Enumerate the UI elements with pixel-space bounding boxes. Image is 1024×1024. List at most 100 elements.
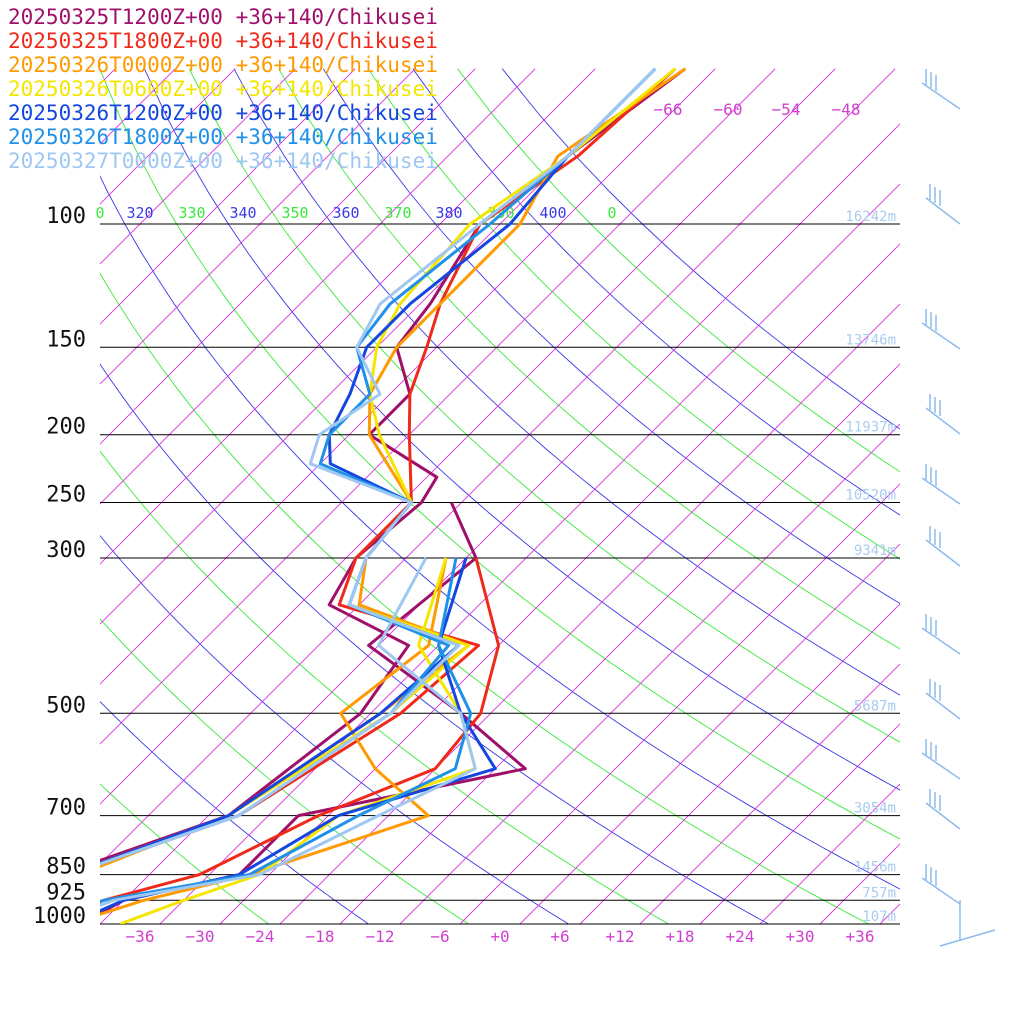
dry-adiabat (457, 68, 900, 473)
pressure-label: 500 (46, 693, 86, 718)
upper-tick-label: −66 (654, 100, 683, 119)
theta-label: 350 (281, 204, 308, 222)
legend-entry: 20250326T1800Z+00 +36+140/Chikusei (8, 125, 438, 149)
dry-adiabat (100, 534, 569, 924)
isotherm-line (519, 543, 900, 924)
wind-barb (925, 789, 961, 830)
theta-label: 0 (607, 204, 616, 222)
pressure-label: 1000 (33, 904, 86, 929)
temperature-line (100, 67, 687, 869)
height-label: 13746m (845, 332, 896, 348)
upper-tick-label: −60 (714, 100, 743, 119)
x-tick-label: +6 (550, 927, 569, 946)
barb-staff (925, 197, 961, 225)
pressure-label: 150 (46, 327, 86, 352)
sounding-traces (100, 67, 687, 924)
isotherm-line (639, 663, 900, 924)
barb-staff (921, 322, 961, 350)
isobar-lines (100, 223, 900, 925)
dry-adiabat (367, 68, 900, 560)
wind-barb (921, 614, 961, 655)
series-1 (100, 67, 677, 904)
isotherm-line (100, 68, 896, 865)
isotherm-line (399, 423, 900, 924)
isotherm-line (339, 363, 900, 924)
pressure-label: 850 (46, 855, 86, 880)
theta-label: 330 (178, 204, 205, 222)
x-tick-label: +12 (606, 927, 635, 946)
barb-staff (925, 407, 961, 435)
isotherm-line (100, 68, 716, 685)
height-label: 1456m (854, 860, 896, 876)
height-label: 11937m (845, 420, 896, 436)
pressure-label: 100 (46, 204, 86, 229)
isotherm-line (879, 903, 900, 924)
isotherm-line (579, 603, 900, 924)
grid-lines (100, 68, 900, 924)
pressure-label: 925 (46, 880, 86, 905)
dry-adiabat (100, 363, 769, 924)
height-label: 107m (862, 909, 896, 925)
barb-staff (921, 82, 961, 110)
temperature-line (100, 67, 657, 865)
isotherm-line (100, 68, 776, 745)
isotherm-line (459, 483, 900, 924)
pressure-label: 200 (46, 415, 86, 440)
x-tick-label: +24 (726, 927, 755, 946)
theta-label: 320 (126, 204, 153, 222)
temperature-line (100, 67, 677, 866)
x-tick-label: +0 (490, 927, 509, 946)
temperature-line (100, 67, 657, 866)
theta-label: 360 (332, 204, 359, 222)
barb-staff (925, 539, 961, 567)
wind-barb (921, 309, 961, 350)
pressure-label: 300 (46, 538, 86, 563)
wind-barb (921, 464, 961, 505)
isotherm-line (159, 183, 900, 924)
legend-entry: 20250325T1200Z+00 +36+140/Chikusei (8, 5, 438, 29)
isotherm-line (100, 68, 596, 565)
dry-adiabat (233, 68, 900, 696)
dewpoint-line (119, 557, 477, 924)
legend-entry: 20250326T1200Z+00 +36+140/Chikusei (8, 101, 438, 125)
temperature-line (100, 67, 657, 866)
height-label: 10520m (845, 488, 896, 504)
dry-adiabat (100, 175, 900, 890)
height-label: 757m (862, 885, 896, 901)
isotherm-line (699, 723, 900, 924)
isotherm-line (100, 68, 536, 505)
height-label: 5687m (854, 698, 896, 714)
wind-barb (921, 739, 961, 780)
dry-adiabat (322, 68, 900, 605)
theta-label: 0 (95, 204, 104, 222)
isotherm-line (219, 243, 900, 924)
isotherm-line (100, 68, 476, 445)
wind-barb (925, 184, 961, 225)
dry-adiabat (412, 68, 900, 516)
dry-adiabat (278, 68, 900, 650)
legend-entry: 20250326T0600Z+00 +36+140/Chikusei (8, 77, 438, 101)
isotherm-line (100, 68, 356, 325)
height-label: 9341m (854, 543, 896, 559)
series-0 (100, 67, 687, 915)
isotherm-line (100, 68, 416, 385)
wind-barb (925, 394, 961, 435)
x-tick-label: −30 (186, 927, 215, 946)
dewpoint-line (100, 557, 473, 904)
dry-adiabat (501, 68, 900, 430)
series-6 (100, 67, 657, 907)
x-tick-label: +18 (666, 927, 695, 946)
theta-label: 340 (229, 204, 256, 222)
isotherm-line (100, 68, 176, 145)
barb-staff (925, 802, 961, 830)
x-tick-label: +36 (846, 927, 875, 946)
pressure-label: 700 (46, 796, 86, 821)
theta-label: 400 (539, 204, 566, 222)
x-tick-label: −24 (246, 927, 275, 946)
legend-entry: 20250326T0000Z+00 +36+140/Chikusei (8, 53, 438, 77)
series-2 (100, 67, 687, 916)
isotherm-line (100, 68, 236, 205)
x-tick-label: −18 (306, 927, 335, 946)
